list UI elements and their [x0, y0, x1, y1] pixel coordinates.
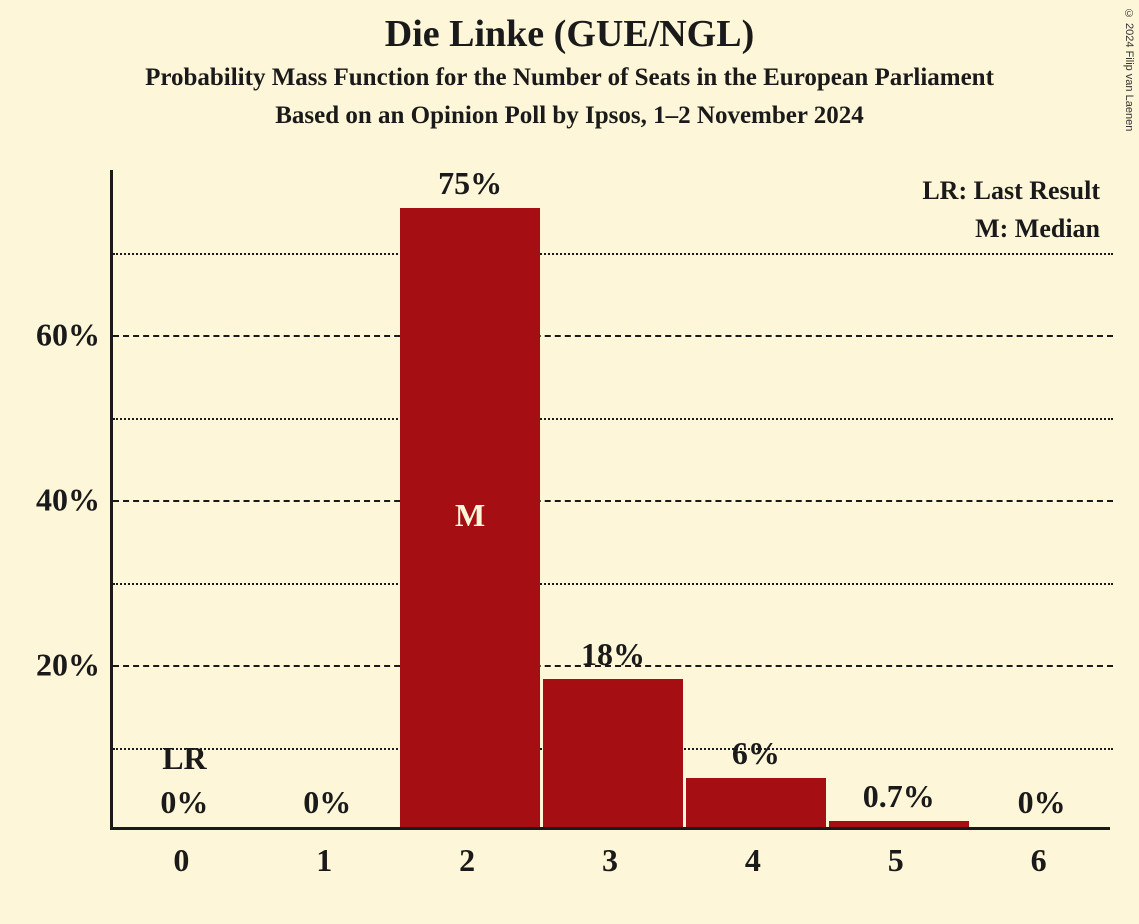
- median-marker: M: [455, 497, 485, 534]
- gridline-minor: [113, 583, 1113, 585]
- y-axis-tick-label: 40%: [0, 482, 100, 519]
- x-axis-tick-label: 5: [888, 842, 904, 879]
- last-result-marker: LR: [162, 740, 206, 777]
- x-axis-tick-label: 3: [602, 842, 618, 879]
- x-axis-tick-label: 0: [173, 842, 189, 879]
- chart-title: Die Linke (GUE/NGL): [0, 12, 1139, 56]
- bar-value-label: 0%: [303, 784, 351, 821]
- x-axis-tick-label: 6: [1031, 842, 1047, 879]
- gridline-major: [113, 335, 1113, 337]
- bar-value-label: 0%: [160, 784, 208, 821]
- x-axis-tick-label: 4: [745, 842, 761, 879]
- y-axis-tick-label: 20%: [0, 647, 100, 684]
- chart-subtitle2: Based on an Opinion Poll by Ipsos, 1–2 N…: [0, 102, 1139, 130]
- bar: [829, 821, 969, 827]
- bar: [543, 679, 683, 828]
- bar: [686, 778, 826, 828]
- legend-m: M: Median: [922, 214, 1100, 244]
- gridline-major: [113, 500, 1113, 502]
- chart-plot-area: 0%LR0%75%M18%6%0.7%0% LR: Last Result M:…: [110, 170, 1110, 830]
- copyright-text: © 2024 Filip van Laenen: [1123, 8, 1135, 131]
- x-axis-tick-label: 2: [459, 842, 475, 879]
- bar-value-label: 0%: [1018, 784, 1066, 821]
- chart-legend: LR: Last Result M: Median: [922, 176, 1100, 252]
- bar-value-label: 6%: [732, 735, 780, 772]
- bar-value-label: 0.7%: [863, 778, 935, 815]
- bar-value-label: 18%: [581, 636, 645, 673]
- legend-lr: LR: Last Result: [922, 176, 1100, 206]
- bar-value-label: 75%: [438, 165, 502, 202]
- chart-subtitle: Probability Mass Function for the Number…: [0, 64, 1139, 92]
- x-axis-tick-label: 1: [316, 842, 332, 879]
- y-axis-tick-label: 60%: [0, 317, 100, 354]
- plot-box: 0%LR0%75%M18%6%0.7%0%: [110, 170, 1110, 830]
- gridline-minor: [113, 418, 1113, 420]
- gridline-minor: [113, 253, 1113, 255]
